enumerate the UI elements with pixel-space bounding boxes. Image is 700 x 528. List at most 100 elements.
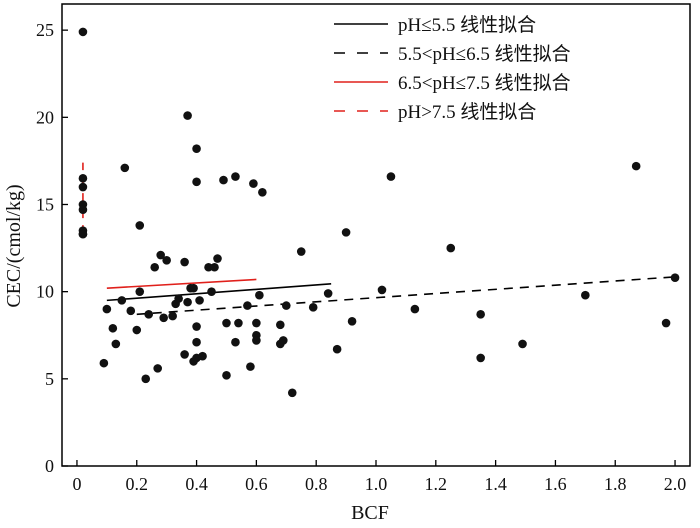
data-point	[78, 182, 88, 192]
data-point	[162, 255, 171, 265]
data-point	[195, 296, 204, 305]
legend-label: 6.5<pH≤7.5 线性拟合	[398, 72, 571, 94]
data-point	[222, 318, 231, 328]
data-point	[308, 303, 318, 312]
x-tick-label: 1.8	[604, 474, 627, 494]
x-tick-label: 0.4	[185, 474, 208, 494]
data-point	[126, 306, 136, 316]
y-tick-label: 15	[36, 194, 54, 214]
data-point	[231, 172, 240, 181]
data-point	[278, 336, 288, 345]
data-points	[78, 27, 680, 398]
data-point	[581, 290, 590, 300]
data-point	[231, 337, 240, 347]
data-point	[180, 257, 189, 267]
data-point	[141, 374, 151, 384]
data-point	[249, 179, 258, 188]
x-tick-label: 1.6	[544, 474, 567, 494]
data-point	[386, 172, 396, 181]
data-point	[204, 262, 213, 272]
data-point	[168, 311, 177, 321]
data-point	[246, 362, 255, 371]
legend-label: pH≤5.5 线性拟合	[398, 14, 536, 36]
data-point	[243, 301, 252, 310]
data-point	[347, 316, 357, 326]
data-point	[296, 247, 306, 256]
y-axis: 0 5 10 15 20 25	[36, 20, 68, 476]
x-tick-label: 1.0	[365, 474, 388, 494]
data-point	[631, 161, 641, 171]
data-point	[192, 177, 201, 187]
data-point	[252, 318, 261, 328]
data-point	[222, 371, 231, 380]
data-point	[323, 289, 333, 298]
data-point	[135, 221, 145, 230]
data-point	[117, 296, 127, 305]
data-point	[78, 174, 88, 183]
data-point	[377, 285, 387, 295]
data-point	[476, 353, 485, 363]
legend: pH≤5.5 线性拟合 5.5<pH≤6.5 线性拟合 6.5<pH≤7.5 线性拟…	[334, 14, 571, 123]
y-tick-label: 5	[45, 369, 54, 389]
data-point	[183, 111, 192, 120]
data-point	[276, 320, 285, 330]
data-point	[234, 318, 243, 328]
data-point	[180, 350, 189, 359]
x-tick-label: 2.0	[664, 474, 687, 494]
data-point	[120, 163, 130, 173]
data-point	[150, 262, 160, 272]
legend-label: pH>7.5 线性拟合	[398, 101, 536, 123]
data-point	[102, 304, 112, 314]
data-point	[252, 336, 261, 345]
fit-line	[106, 283, 332, 302]
x-tick-label: 1.2	[425, 474, 448, 494]
data-point	[111, 339, 121, 349]
data-point	[207, 287, 216, 296]
fit-line	[136, 276, 676, 316]
data-point	[219, 175, 228, 185]
y-tick-label: 10	[36, 282, 54, 302]
data-point	[476, 310, 485, 319]
data-point	[255, 290, 264, 300]
data-point	[287, 388, 297, 398]
data-point	[213, 254, 222, 263]
x-axis: 0 0.2 0.4 0.6 0.8 1.0 1.2 1.4 1.6 1.8 2.0	[72, 460, 686, 494]
y-tick-label: 0	[45, 456, 54, 476]
data-point	[446, 243, 456, 253]
data-point	[281, 301, 291, 310]
y-tick-label: 25	[36, 20, 54, 40]
data-point	[192, 337, 201, 347]
data-point	[99, 358, 109, 368]
data-point	[159, 313, 168, 323]
fit-lines	[82, 162, 676, 316]
data-point	[108, 323, 118, 333]
data-point	[132, 325, 142, 335]
data-point	[174, 294, 183, 303]
data-point	[210, 262, 219, 272]
y-tick-label: 20	[36, 107, 54, 127]
data-point	[332, 344, 342, 354]
data-point	[183, 297, 192, 307]
data-point	[78, 27, 88, 37]
data-point	[258, 187, 267, 197]
data-point	[410, 304, 420, 314]
data-point	[192, 144, 201, 154]
data-point	[661, 318, 671, 328]
data-point	[518, 339, 527, 349]
data-point	[78, 205, 88, 215]
x-tick-label: 0.6	[245, 474, 268, 494]
data-point	[153, 364, 162, 373]
x-tick-label: 0.2	[126, 474, 149, 494]
data-point	[78, 229, 88, 239]
data-point	[192, 322, 201, 331]
y-axis-label: CEC/(cmol/kg)	[3, 184, 25, 307]
data-point	[144, 310, 154, 319]
x-axis-label: BCF	[351, 502, 389, 524]
x-tick-label: 0.8	[305, 474, 328, 494]
plot-frame	[61, 3, 691, 467]
data-point	[341, 228, 351, 237]
data-point	[135, 287, 145, 296]
data-point	[198, 351, 207, 361]
x-tick-label: 1.4	[484, 474, 507, 494]
